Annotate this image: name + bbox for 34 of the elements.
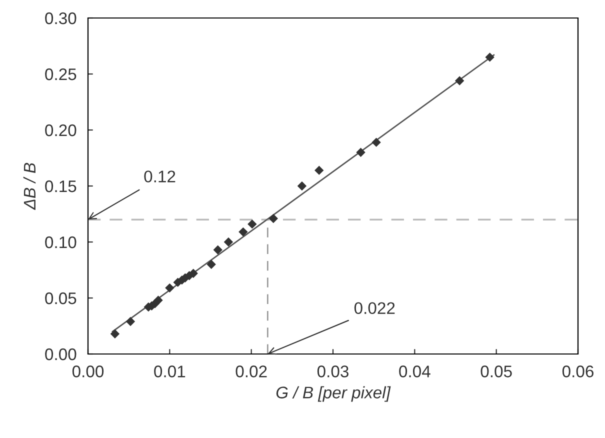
point	[297, 181, 307, 191]
text: 0.00	[72, 366, 104, 378]
y-tick-label: 0.20	[45, 124, 76, 136]
y-tick-label: 0.10	[45, 236, 76, 248]
point	[213, 245, 222, 254]
point	[126, 316, 136, 326]
point	[238, 227, 248, 237]
x-tick-label: 0.03	[317, 366, 348, 378]
point	[454, 76, 464, 86]
point	[165, 283, 174, 293]
x-tick-label: 0.01	[154, 366, 186, 378]
y-tick-label: 0.25	[45, 68, 76, 80]
point	[206, 260, 216, 270]
point	[268, 214, 278, 224]
point	[356, 148, 366, 158]
y-axis-title: ΔB / B	[23, 162, 36, 210]
x-tick-label: 0.05	[480, 366, 512, 378]
point	[248, 219, 257, 229]
x-tick-label: 0.02	[236, 366, 267, 378]
y-tick-label: 0.30	[45, 12, 76, 24]
y-tick-label: 0.15	[45, 180, 76, 192]
annotation: 0.022	[354, 302, 395, 314]
x-tick-label: 0.06	[562, 366, 594, 378]
point	[485, 52, 494, 62]
x-tick-label: 0.04	[399, 366, 430, 378]
y-tick-label: 0.05	[45, 292, 76, 304]
point	[314, 166, 324, 175]
point	[154, 296, 163, 305]
point	[224, 237, 234, 247]
point	[372, 138, 381, 147]
y-tick-label: 0.00	[45, 348, 76, 360]
x-axis-title: G / B [per pixel]	[276, 386, 391, 402]
annotation: 0.12	[144, 170, 176, 182]
point	[110, 329, 120, 338]
